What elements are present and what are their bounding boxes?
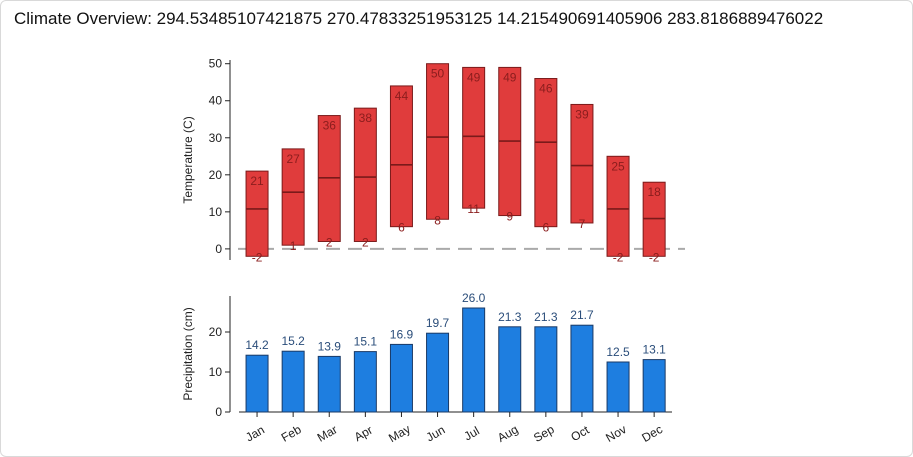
x-tick-label: Feb <box>279 422 304 445</box>
temp-min-label: -2 <box>252 250 263 264</box>
precip-y-tick-label: 0 <box>215 405 222 419</box>
temp-max-label: 39 <box>575 107 589 121</box>
temp-max-label: 49 <box>467 70 481 84</box>
x-tick-label: Sep <box>531 422 557 445</box>
precip-bar <box>642 359 666 413</box>
temp-y-tick-label: 20 <box>209 168 223 182</box>
temp-max-label: 49 <box>503 70 517 84</box>
temp-min-label: -2 <box>649 250 660 264</box>
temp-max-label: 27 <box>286 152 300 166</box>
precip-bar <box>389 343 413 413</box>
precip-value-label: 19.7 <box>426 316 450 330</box>
chart-title: Climate Overview: 294.53485107421875 270… <box>14 9 824 28</box>
x-tick-label: Aug <box>495 422 520 445</box>
temp-min-label: 2 <box>326 235 333 249</box>
temp-max-label: 25 <box>611 159 625 173</box>
precip-value-label: 15.2 <box>281 334 305 348</box>
temp-y-tick-label: 40 <box>209 94 223 108</box>
temp-max-label: 36 <box>323 119 337 133</box>
temp-max-label: 50 <box>431 67 445 81</box>
temp-max-label: 46 <box>539 82 553 96</box>
temperature-panel: 0 10 20 30 40 50 Temperature (C) 21 -2 27 1 36 2 38 2 4… <box>181 57 685 264</box>
x-tick-label: Oct <box>568 422 592 444</box>
precip-value-label: 13.1 <box>642 343 666 357</box>
temp-min-label: 1 <box>290 239 297 253</box>
precip-bar <box>534 326 558 413</box>
precip-value-label: 13.9 <box>318 339 342 353</box>
temp-max-label: 18 <box>647 185 661 199</box>
x-tick-label: Dec <box>639 422 664 445</box>
temp-range-bar <box>281 148 305 246</box>
precip-bar <box>462 307 486 413</box>
temp-range-bar <box>462 66 486 209</box>
precip-y-tick-label: 10 <box>209 365 223 379</box>
precip-bar <box>245 354 269 413</box>
precip-value-label: 21.3 <box>498 310 522 324</box>
precip-y-tick-label: 20 <box>209 325 223 339</box>
temp-min-label: -2 <box>613 250 624 264</box>
temp-y-tick-label: 10 <box>209 205 223 219</box>
precip-value-label: 26.0 <box>462 291 486 305</box>
temp-max-label: 38 <box>359 111 373 125</box>
x-tick-label: Jun <box>424 423 448 445</box>
precip-value-label: 21.3 <box>534 310 558 324</box>
precip-bar <box>281 350 305 413</box>
temp-y-tick-label: 30 <box>209 131 223 145</box>
temp-range-bar <box>534 78 558 228</box>
precip-bar <box>317 355 341 413</box>
temp-min-label: 7 <box>579 217 586 231</box>
temp-range-bar <box>389 85 413 228</box>
precip-bar <box>606 361 630 413</box>
precip-value-label: 14.2 <box>245 338 269 352</box>
precip-value-label: 21.7 <box>570 308 594 322</box>
temp-range-bar <box>570 103 594 224</box>
temp-y-tick-label: 50 <box>209 57 223 71</box>
temp-y-tick-label: 0 <box>215 242 222 256</box>
temp-range-bar <box>426 63 450 220</box>
x-tick-label: May <box>386 422 413 445</box>
x-tick-label: Mar <box>315 422 340 444</box>
x-tick-label: Jan <box>243 423 267 445</box>
precip-value-label: 15.1 <box>354 335 378 349</box>
temp-range-bar <box>245 170 269 257</box>
precip-y-axis-title: Precipitation (cm) <box>181 307 195 400</box>
precip-bar <box>570 324 594 413</box>
temp-y-axis-title: Temperature (C) <box>181 116 195 203</box>
temp-min-label: 9 <box>506 210 513 224</box>
precipitation-panel: 0 10 20 Precipitation (cm) 14.2 Jan 15.2 Feb 13.… <box>181 291 672 445</box>
x-tick-label: Apr <box>352 423 375 444</box>
temp-max-label: 21 <box>250 174 264 188</box>
precip-bar <box>353 351 377 413</box>
temp-max-label: 44 <box>395 89 409 103</box>
temp-min-label: 8 <box>434 213 441 227</box>
temp-min-label: 11 <box>467 202 480 216</box>
precip-value-label: 16.9 <box>390 327 414 341</box>
precip-bar <box>498 326 522 413</box>
temp-range-bar <box>353 107 377 242</box>
precip-bar <box>426 332 450 413</box>
precip-value-label: 12.5 <box>606 345 630 359</box>
x-tick-label: Nov <box>603 422 628 445</box>
temp-min-label: 6 <box>398 221 405 235</box>
temp-min-label: 6 <box>543 221 550 235</box>
temp-range-bar <box>606 155 630 257</box>
x-tick-label: Jul <box>462 424 482 444</box>
temp-min-label: 2 <box>362 235 369 249</box>
